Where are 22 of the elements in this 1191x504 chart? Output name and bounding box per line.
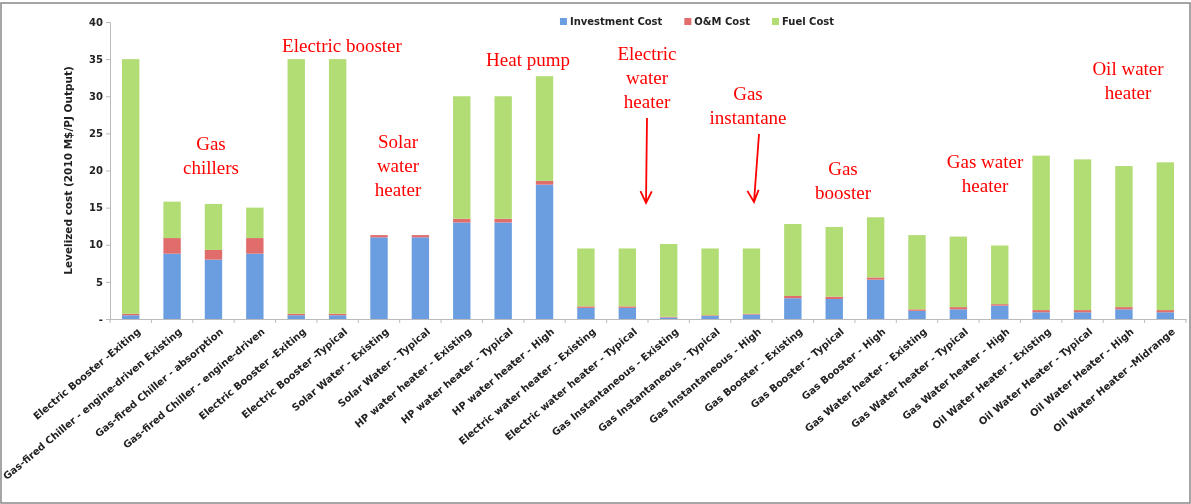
y-tick-label: 10 bbox=[89, 239, 104, 251]
annotation: Solar water heater bbox=[374, 131, 422, 200]
y-tick-label: 30 bbox=[89, 90, 104, 102]
legend-label: O&M Cost bbox=[694, 16, 751, 27]
annotation: Gas water heater bbox=[946, 151, 1024, 196]
y-tick-label: 20 bbox=[89, 165, 104, 177]
annotation: Electric booster bbox=[282, 35, 403, 56]
annotation: Gas booster bbox=[815, 158, 872, 203]
y-tick-label: 40 bbox=[89, 16, 104, 28]
legend-label: Fuel Cost bbox=[781, 16, 835, 27]
y-tick-label: 5 bbox=[96, 276, 104, 288]
y-tick-label: 25 bbox=[89, 128, 104, 140]
legend-label: Investment Cost bbox=[569, 16, 663, 27]
annotation: Oil water heater bbox=[1092, 58, 1165, 103]
y-tick-label: 35 bbox=[89, 53, 104, 65]
annotation: Gas chillers bbox=[183, 133, 239, 178]
annotation: Gas instantane bbox=[709, 83, 787, 128]
annotation: Heat pump bbox=[486, 49, 570, 70]
y-tick-label: 15 bbox=[89, 202, 104, 214]
y-tick-label: - bbox=[98, 313, 103, 325]
annotation: Electric water heater bbox=[617, 43, 677, 112]
y-axis-title: Levelized cost (2010 M$/PJ Output) bbox=[62, 66, 74, 275]
